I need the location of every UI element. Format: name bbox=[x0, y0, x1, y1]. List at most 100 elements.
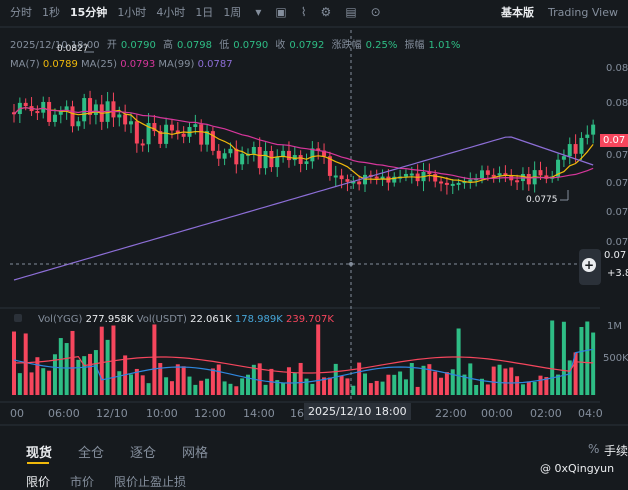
volume-bar bbox=[76, 359, 81, 395]
tab-cross[interactable]: 全仓 bbox=[78, 445, 105, 461]
percent-icon[interactable]: % bbox=[588, 442, 600, 456]
volume-bar bbox=[403, 379, 408, 395]
candle-body bbox=[175, 130, 180, 134]
candle-body bbox=[140, 143, 145, 146]
candle-body bbox=[374, 176, 379, 179]
ma99-label: MA(99) bbox=[158, 59, 195, 70]
candle-body bbox=[251, 146, 256, 154]
volume-bar bbox=[485, 384, 490, 395]
add-order-icon[interactable]: + bbox=[582, 258, 596, 272]
candle-body bbox=[591, 124, 596, 135]
volume-bar bbox=[374, 380, 379, 395]
settings-icon[interactable]: ⚙ bbox=[320, 5, 332, 19]
candle-body bbox=[41, 101, 46, 113]
volume-bar bbox=[58, 338, 63, 395]
tf-timeline[interactable]: 分时 bbox=[10, 6, 32, 19]
volume-bar bbox=[567, 360, 572, 395]
price-tick: 0.07 bbox=[606, 207, 628, 218]
volume-bar bbox=[380, 381, 385, 395]
collapse-icon[interactable] bbox=[14, 314, 22, 322]
tab-grid[interactable]: 网格 bbox=[182, 445, 209, 461]
volume-bar bbox=[281, 383, 286, 395]
volume-bar bbox=[509, 367, 514, 395]
candle-body bbox=[199, 124, 204, 145]
price-tick: 0.07 bbox=[606, 150, 628, 161]
refresh-icon[interactable]: ⊙ bbox=[370, 5, 381, 19]
volume-bar bbox=[52, 354, 57, 395]
candle-body bbox=[585, 134, 590, 138]
tf-1d[interactable]: 1日 bbox=[195, 6, 214, 19]
volume-bar bbox=[187, 376, 192, 395]
volume-bar bbox=[433, 371, 438, 395]
info-low-label: 低 bbox=[219, 40, 230, 51]
candle-body bbox=[310, 148, 315, 162]
candle-body bbox=[275, 156, 280, 168]
candle-body bbox=[47, 101, 52, 122]
candle-body bbox=[52, 114, 57, 122]
candle-body bbox=[216, 150, 221, 159]
volume-bar bbox=[117, 371, 122, 395]
volume-bar bbox=[298, 362, 303, 395]
fee-label[interactable]: 手续 bbox=[604, 444, 628, 458]
candle-body bbox=[444, 182, 449, 185]
indicator-icon[interactable]: ⌇ bbox=[300, 5, 307, 19]
vol-ma1: 178.989K bbox=[234, 314, 283, 325]
tf-15m[interactable]: 15分钟 bbox=[70, 6, 108, 19]
info-close-label: 收 bbox=[275, 40, 286, 51]
volume-bar bbox=[64, 343, 69, 395]
order-tab-market[interactable]: 市价 bbox=[70, 474, 95, 489]
vol-ma1-line bbox=[13, 348, 594, 384]
layout-icon[interactable]: ▤ bbox=[345, 5, 357, 19]
ma-infobar: MA(7) 0.0789 MA(25) 0.0793 MA(99) 0.0787 bbox=[10, 59, 233, 70]
candle-body bbox=[205, 131, 210, 145]
volume-bar bbox=[70, 330, 75, 395]
volume-bar bbox=[439, 377, 444, 395]
info-change-label: 涨跌幅 bbox=[331, 40, 362, 51]
vol-ma2-line bbox=[13, 355, 594, 374]
candle-body bbox=[345, 179, 350, 182]
volume-bar bbox=[363, 373, 367, 395]
volume-bar bbox=[140, 375, 145, 395]
candle-body bbox=[70, 106, 75, 127]
volume-bar bbox=[474, 384, 479, 395]
chevron-down-icon[interactable]: ▾ bbox=[255, 5, 262, 19]
volume-bar bbox=[164, 377, 169, 395]
candle-body bbox=[158, 131, 163, 144]
moving-average-lines bbox=[13, 107, 594, 281]
calendar-icon[interactable]: ▣ bbox=[275, 5, 287, 19]
info-high-label: 高 bbox=[163, 40, 174, 51]
candle-body bbox=[357, 181, 362, 185]
candle-body bbox=[316, 148, 321, 151]
volume-bar bbox=[421, 365, 426, 395]
volume-ma-lines bbox=[13, 348, 594, 384]
vol-ma2: 239.707K bbox=[285, 314, 334, 325]
volume-bar bbox=[286, 367, 291, 395]
time-tick: 12/10 bbox=[96, 407, 128, 420]
view-tradingview[interactable]: Trading View bbox=[548, 5, 618, 19]
order-tab-stop-limit[interactable]: 限价止盈止损 bbox=[114, 474, 187, 489]
candle-body bbox=[257, 146, 262, 169]
volume-bar bbox=[29, 372, 34, 395]
active-tab-indicator bbox=[27, 462, 49, 464]
tf-1h[interactable]: 1小时 bbox=[117, 6, 147, 19]
view-basic[interactable]: 基本版 bbox=[501, 6, 535, 19]
order-tab-limit[interactable]: 限价 bbox=[26, 474, 51, 489]
tab-spot[interactable]: 现货 bbox=[26, 445, 53, 461]
info-amp-label: 振幅 bbox=[404, 40, 425, 51]
tf-1w[interactable]: 1周 bbox=[223, 6, 242, 19]
volume-bar bbox=[199, 380, 204, 395]
candle-body bbox=[269, 150, 274, 168]
tf-4h[interactable]: 4小时 bbox=[156, 6, 186, 19]
candle-body bbox=[427, 171, 432, 175]
candle-body bbox=[304, 161, 309, 164]
volume-bar bbox=[368, 383, 373, 395]
tab-isolated[interactable]: 逐仓 bbox=[130, 445, 157, 461]
info-close: 0.0792 bbox=[289, 40, 325, 51]
volume-bar bbox=[181, 366, 186, 395]
ma25-label: MA(25) bbox=[81, 59, 118, 70]
volume-bar bbox=[304, 378, 309, 395]
tf-1s[interactable]: 1秒 bbox=[42, 6, 60, 19]
volume-bar bbox=[234, 386, 239, 395]
volume-bar bbox=[251, 364, 256, 395]
